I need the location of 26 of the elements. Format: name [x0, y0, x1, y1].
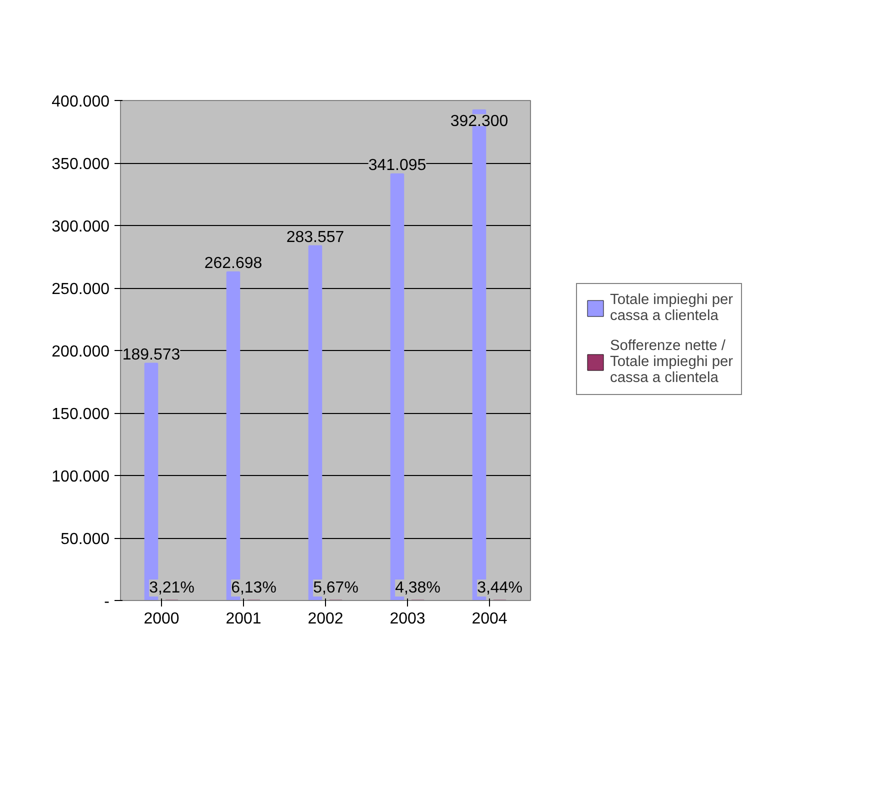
data-label: 4,38%	[395, 580, 440, 596]
y-tick-label: 400.000	[52, 94, 110, 110]
data-label: 341.095	[368, 157, 426, 174]
y-tick-label: 250.000	[52, 281, 110, 298]
data-label: 189.573	[122, 346, 180, 364]
data-label: 5,67%	[313, 580, 358, 596]
y-tick-label: 200.000	[52, 344, 110, 360]
data-label: 262.698	[204, 255, 262, 272]
data-label: 3,44%	[477, 580, 522, 596]
y-tick-label: 300.000	[52, 218, 110, 236]
x-tick-label: 2000	[144, 610, 180, 628]
x-tick-label: 2001	[226, 610, 262, 628]
data-label: 3,21%	[149, 580, 194, 596]
x-tick-label: 2003	[390, 610, 426, 628]
x-tick-label: 2002	[308, 610, 344, 628]
y-tick-label: 350.000	[52, 156, 110, 173]
data-label: 6,13%	[231, 580, 276, 596]
x-tick-label: 2004	[472, 610, 508, 628]
y-tick-label: 150.000	[52, 406, 110, 423]
y-tick-label: 100.000	[52, 468, 110, 486]
data-label: 283.557	[286, 229, 344, 246]
y-tick-label: -	[104, 594, 110, 610]
legend-label: Totale impieghi per cassa a clientela	[610, 292, 734, 324]
legend-label: Sofferenze nette / Totale impieghi per cassa a clientela	[610, 338, 734, 386]
data-label: 392.300	[450, 113, 508, 130]
y-tick-label: 50.000	[60, 531, 110, 548]
